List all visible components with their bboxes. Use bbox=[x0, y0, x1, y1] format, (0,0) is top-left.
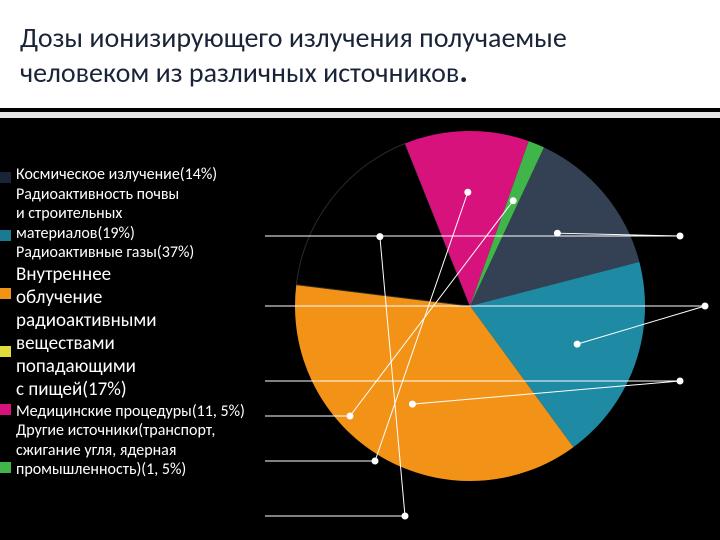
legend-line: Медицинские процедуры(11, 5%) bbox=[16, 402, 286, 422]
legend-marker bbox=[0, 288, 11, 299]
page-title: Дозы ионизирующего излучения получаемые … bbox=[20, 22, 690, 91]
legend-line: попадающими bbox=[16, 355, 286, 378]
title-dot: . bbox=[459, 52, 468, 91]
legend-line: радиоактивными bbox=[16, 309, 286, 332]
legend-line: промышленность)(1, 5%) bbox=[16, 460, 286, 480]
legend-line: веществами bbox=[16, 332, 286, 355]
legend-marker bbox=[0, 172, 11, 183]
legend-marker bbox=[0, 462, 11, 473]
legend-line: Другие источники(транспорт, bbox=[16, 421, 286, 441]
legend-line: облучение bbox=[16, 286, 286, 309]
legend-line: и строительных bbox=[16, 204, 286, 224]
legend-markers bbox=[0, 172, 11, 520]
legend-line: Внутреннее bbox=[16, 263, 286, 286]
legend-line: Радиоактивность почвы bbox=[16, 185, 286, 205]
legend-line: Радиоактивные газы(37%) bbox=[16, 243, 286, 263]
legend-marker bbox=[0, 230, 11, 241]
legend-line: материалов(19%) bbox=[16, 224, 286, 244]
title-line-2: человеком из различных источников bbox=[20, 55, 459, 90]
title-line-1: Дозы ионизирующего излучения получаемые bbox=[20, 20, 567, 55]
legend-text: Космическое излучение(14%)Радиоактивност… bbox=[16, 165, 286, 480]
legend-line: Космическое излучение(14%) bbox=[16, 165, 286, 185]
pie-chart bbox=[270, 126, 710, 526]
legend-marker bbox=[0, 346, 11, 357]
legend-line: сжигание угля, ядерная bbox=[16, 441, 286, 461]
legend-marker bbox=[0, 404, 11, 415]
legend-line: с пищей(17%) bbox=[16, 378, 286, 401]
